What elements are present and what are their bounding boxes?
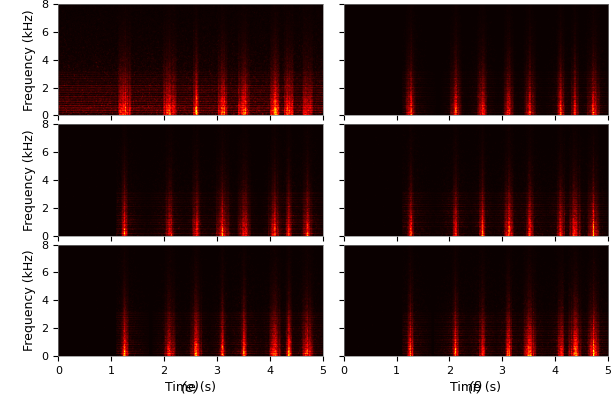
X-axis label: Time (s): Time (s) (450, 381, 501, 394)
Text: (f): (f) (468, 380, 484, 394)
Text: (a): (a) (181, 129, 200, 143)
Y-axis label: Frequency (kHz): Frequency (kHz) (23, 9, 36, 110)
Y-axis label: Frequency (kHz): Frequency (kHz) (23, 250, 36, 351)
Y-axis label: Frequency (kHz): Frequency (kHz) (23, 129, 36, 231)
Text: (b): (b) (466, 129, 486, 143)
X-axis label: Time (s): Time (s) (165, 381, 216, 394)
Text: (e): (e) (181, 380, 200, 394)
Text: (d): (d) (466, 249, 486, 263)
Text: (c): (c) (181, 249, 200, 263)
